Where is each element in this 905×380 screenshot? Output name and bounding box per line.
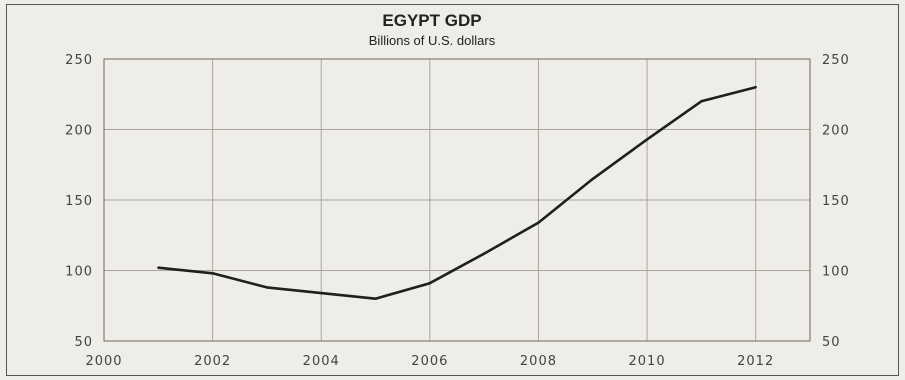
series-layer bbox=[157, 85, 757, 301]
x-tick-label: 2002 bbox=[194, 354, 231, 369]
plot-area-border bbox=[103, 58, 811, 342]
chart-subtitle: Billions of U.S. dollars bbox=[369, 33, 496, 48]
data-point bbox=[211, 272, 214, 275]
x-tick-label: 2008 bbox=[520, 354, 557, 369]
y-tick-label-right: 250 bbox=[822, 53, 850, 68]
chart-frame: EGYPT GDP Billions of U.S. dollars 50 50 1… bbox=[6, 4, 899, 376]
data-point bbox=[700, 100, 703, 103]
y-tick-label-right: 200 bbox=[822, 124, 850, 139]
y-tick-label-left: 100 bbox=[65, 265, 93, 280]
x-tick-label: 2004 bbox=[303, 354, 340, 369]
grid-layer bbox=[103, 58, 811, 342]
data-point bbox=[374, 297, 377, 300]
series-line bbox=[158, 85, 757, 301]
y-tick-label-left: 50 bbox=[74, 335, 93, 350]
tick-layer: 50 50 100 100 150 150 200 200 250 250 2000 2002 2004… bbox=[65, 53, 850, 369]
y-tick-label-right: 150 bbox=[822, 194, 850, 209]
chart-svg: EGYPT GDP Billions of U.S. dollars 50 50 1… bbox=[65, 11, 850, 369]
data-point bbox=[428, 281, 432, 285]
x-tick-label: 2006 bbox=[411, 354, 448, 369]
data-point bbox=[320, 291, 323, 295]
y-tick-label-left: 150 bbox=[65, 194, 93, 209]
data-point bbox=[645, 138, 649, 141]
y-tick-label-left: 200 bbox=[65, 124, 93, 139]
chart-title: EGYPT GDP bbox=[382, 11, 481, 30]
data-point bbox=[537, 221, 540, 224]
y-tick-label-right: 50 bbox=[822, 335, 841, 350]
data-point bbox=[157, 266, 160, 269]
data-point bbox=[265, 286, 269, 289]
x-tick-label: 2010 bbox=[629, 354, 666, 369]
y-tick-label-left: 250 bbox=[65, 53, 93, 68]
x-tick-label: 2000 bbox=[85, 354, 122, 369]
x-tick-label: 2012 bbox=[737, 354, 774, 369]
data-point bbox=[591, 177, 594, 181]
data-point bbox=[754, 86, 757, 89]
data-point bbox=[482, 252, 486, 255]
y-tick-label-right: 100 bbox=[822, 265, 850, 280]
